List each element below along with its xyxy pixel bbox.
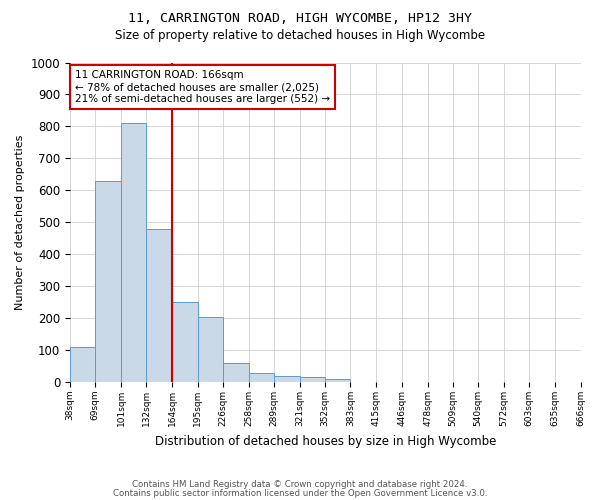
Bar	[197, 316, 223, 382]
Text: Contains public sector information licensed under the Open Government Licence v3: Contains public sector information licen…	[113, 489, 487, 498]
Bar	[95, 181, 121, 382]
Bar	[274, 376, 300, 382]
Bar	[325, 379, 350, 382]
Text: Contains HM Land Registry data © Crown copyright and database right 2024.: Contains HM Land Registry data © Crown c…	[132, 480, 468, 489]
Y-axis label: Number of detached properties: Number of detached properties	[15, 134, 25, 310]
Bar	[249, 372, 274, 382]
Bar	[223, 363, 249, 382]
Bar	[121, 123, 146, 382]
Bar	[146, 228, 172, 382]
Bar	[172, 302, 197, 382]
Bar	[70, 347, 95, 382]
Bar	[300, 378, 325, 382]
X-axis label: Distribution of detached houses by size in High Wycombe: Distribution of detached houses by size …	[155, 434, 496, 448]
Text: 11 CARRINGTON ROAD: 166sqm
← 78% of detached houses are smaller (2,025)
21% of s: 11 CARRINGTON ROAD: 166sqm ← 78% of deta…	[75, 70, 330, 104]
Text: Size of property relative to detached houses in High Wycombe: Size of property relative to detached ho…	[115, 29, 485, 42]
Text: 11, CARRINGTON ROAD, HIGH WYCOMBE, HP12 3HY: 11, CARRINGTON ROAD, HIGH WYCOMBE, HP12 …	[128, 12, 472, 26]
